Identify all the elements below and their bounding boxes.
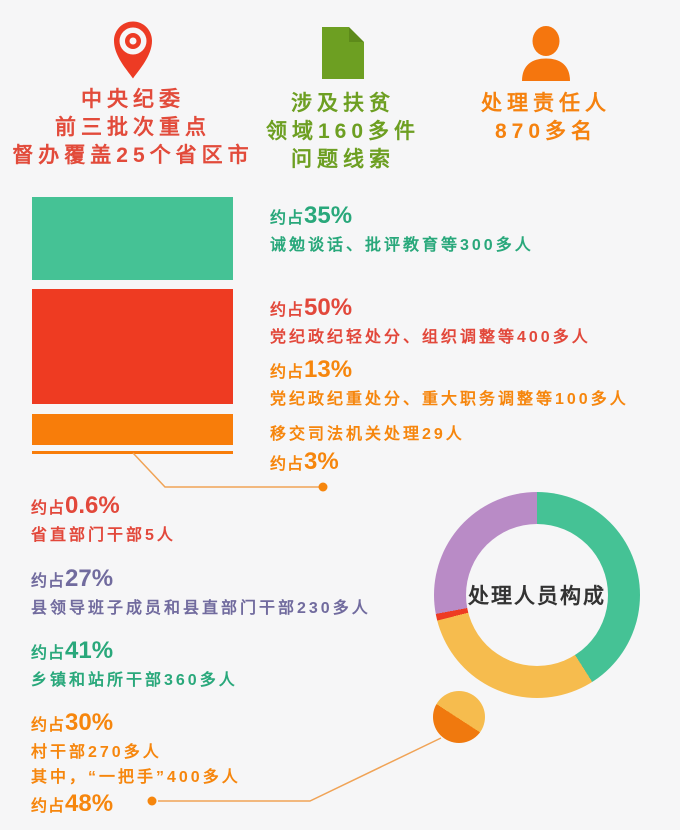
bar-desc: 诫勉谈话、批评教育等300多人 bbox=[270, 237, 534, 254]
header-line: 中央纪委 bbox=[81, 88, 185, 111]
stat-desc: 乡镇和站所干部360多人 bbox=[31, 672, 238, 689]
pct-value: 48% bbox=[65, 790, 114, 817]
pct-value: 13% bbox=[304, 356, 353, 383]
pct-prefix: 约占 bbox=[270, 302, 305, 319]
mini-pie-chart bbox=[433, 691, 485, 743]
pct-prefix: 约占 bbox=[270, 364, 305, 381]
pct-prefix: 约占 bbox=[270, 210, 305, 227]
donut-chart: 处理人员构成 bbox=[434, 492, 640, 698]
header-item-supervision: 中央纪委 前三批次重点 督办覆盖25个省区市 bbox=[10, 16, 256, 170]
stat-township-cadres: 约占41% 乡镇和站所干部360多人 bbox=[31, 637, 238, 694]
pct-value: 30% bbox=[65, 709, 114, 736]
header-line: 领域160多件 bbox=[265, 120, 421, 143]
donut-title: 处理人员构成 bbox=[468, 585, 606, 608]
bar-label-heavy-punishment: 约占13% 党纪政纪重处分、重大职务调整等100多人 bbox=[270, 356, 629, 413]
bar-desc: 党纪政纪轻处分、组织调整等400多人 bbox=[270, 329, 591, 346]
stat-provincial-cadres: 约占0.6% 省直部门干部5人 bbox=[31, 492, 176, 549]
stat-desc: 县领导班子成员和县直部门干部230多人 bbox=[31, 600, 371, 617]
bar-light-punishment bbox=[32, 289, 233, 404]
header-line: 前三批次重点 bbox=[55, 116, 211, 139]
bar-label-judicial-transfer: 移交司法机关处理29人 约占3% bbox=[270, 422, 465, 479]
stat-village-cadres: 约占30% 村干部270多人 其中，“一把手”400多人 约占48% bbox=[31, 709, 241, 821]
donut-hole bbox=[466, 524, 608, 666]
person-icon bbox=[456, 20, 636, 86]
bar-judicial-transfer bbox=[32, 451, 233, 454]
header-line: 处理责任人 bbox=[481, 92, 611, 115]
header-item-clues: 涉及扶贫 领域160多件 问题线索 bbox=[253, 20, 433, 174]
bar-desc: 移交司法机关处理29人 bbox=[270, 426, 465, 443]
bar-label-light-punishment: 约占50% 党纪政纪轻处分、组织调整等400多人 bbox=[270, 294, 591, 351]
header-item-responsible: 处理责任人 870多名 bbox=[456, 20, 636, 146]
pct-prefix: 约占 bbox=[31, 573, 66, 590]
stat-desc: 省直部门干部5人 bbox=[31, 527, 176, 544]
pct-prefix: 约占 bbox=[31, 645, 66, 662]
pct-prefix: 约占 bbox=[31, 798, 66, 815]
pct-value: 50% bbox=[304, 294, 353, 321]
pct-value: 27% bbox=[65, 565, 114, 592]
pct-value: 35% bbox=[304, 202, 353, 229]
stat-desc: 村干部270多人 bbox=[31, 744, 162, 761]
pct-prefix: 约占 bbox=[31, 717, 66, 734]
pct-value: 0.6% bbox=[65, 492, 120, 519]
bar-admonition bbox=[32, 197, 233, 280]
pct-value: 41% bbox=[65, 637, 114, 664]
map-pin-icon bbox=[10, 16, 256, 82]
pct-value: 3% bbox=[304, 448, 339, 475]
header-line: 问题线索 bbox=[291, 148, 395, 171]
bar-label-admonition: 约占35% 诫勉谈话、批评教育等300多人 bbox=[270, 202, 534, 259]
stat-extra: 其中，“一把手”400多人 bbox=[31, 769, 241, 786]
bar-desc: 党纪政纪重处分、重大职务调整等100多人 bbox=[270, 391, 629, 408]
bar-heavy-punishment bbox=[32, 414, 233, 445]
header-line: 涉及扶贫 bbox=[291, 92, 395, 115]
header-line: 督办覆盖25个省区市 bbox=[12, 144, 254, 167]
pct-prefix: 约占 bbox=[270, 456, 305, 473]
pct-prefix: 约占 bbox=[31, 500, 66, 517]
document-icon bbox=[253, 20, 433, 86]
stat-county-cadres: 约占27% 县领导班子成员和县直部门干部230多人 bbox=[31, 565, 371, 622]
header-line: 870多名 bbox=[494, 120, 598, 143]
